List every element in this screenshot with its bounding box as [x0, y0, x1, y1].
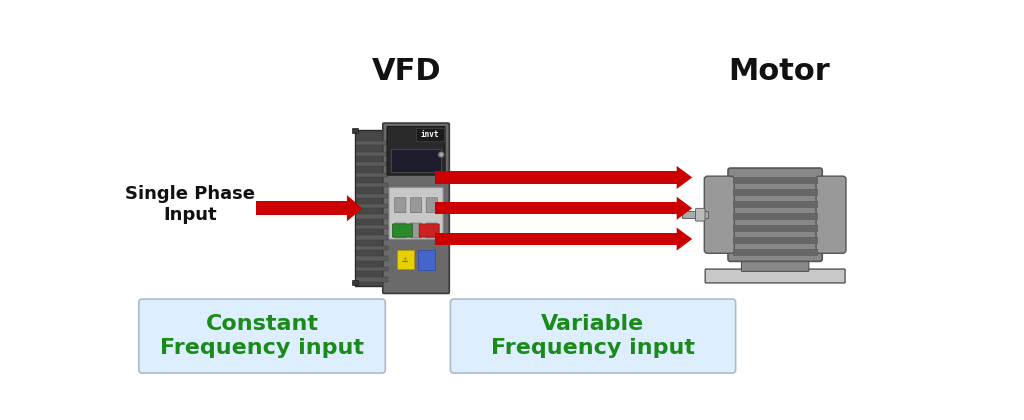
Bar: [352, 280, 358, 286]
Bar: [356, 204, 388, 208]
Polygon shape: [677, 228, 692, 251]
Circle shape: [439, 153, 442, 156]
FancyBboxPatch shape: [139, 299, 385, 373]
Bar: [732, 226, 817, 232]
FancyBboxPatch shape: [411, 198, 422, 213]
FancyBboxPatch shape: [419, 224, 439, 237]
FancyBboxPatch shape: [392, 224, 413, 237]
FancyBboxPatch shape: [396, 250, 414, 269]
FancyBboxPatch shape: [394, 198, 406, 213]
FancyBboxPatch shape: [391, 149, 441, 172]
Text: Single Phase
Input: Single Phase Input: [125, 185, 255, 224]
Bar: [356, 246, 388, 250]
Bar: [435, 171, 677, 184]
Bar: [256, 201, 347, 215]
FancyBboxPatch shape: [394, 223, 406, 238]
Bar: [732, 189, 817, 196]
Text: VFD: VFD: [372, 58, 441, 87]
FancyBboxPatch shape: [451, 299, 735, 373]
FancyBboxPatch shape: [419, 250, 435, 270]
Bar: [356, 215, 388, 219]
Bar: [732, 201, 817, 208]
FancyBboxPatch shape: [706, 269, 845, 283]
FancyBboxPatch shape: [387, 126, 445, 175]
Bar: [356, 194, 388, 198]
Bar: [732, 237, 817, 244]
Circle shape: [438, 152, 444, 158]
Bar: [356, 225, 388, 229]
FancyBboxPatch shape: [383, 123, 450, 294]
FancyBboxPatch shape: [741, 257, 809, 271]
Text: ⚠: ⚠: [402, 257, 409, 262]
Bar: [732, 213, 817, 220]
FancyBboxPatch shape: [728, 168, 822, 261]
FancyBboxPatch shape: [816, 176, 846, 253]
Bar: [356, 162, 388, 166]
Bar: [356, 277, 388, 281]
Bar: [356, 267, 388, 271]
FancyBboxPatch shape: [389, 187, 443, 239]
FancyBboxPatch shape: [426, 223, 437, 238]
Bar: [435, 202, 677, 214]
FancyBboxPatch shape: [417, 128, 443, 141]
Text: Motor: Motor: [728, 58, 829, 87]
Text: Variable
Frequency input: Variable Frequency input: [490, 315, 695, 358]
FancyBboxPatch shape: [705, 176, 734, 253]
Text: Constant
Frequency input: Constant Frequency input: [160, 315, 365, 358]
Polygon shape: [677, 197, 692, 220]
FancyBboxPatch shape: [411, 223, 422, 238]
Bar: [682, 211, 709, 218]
Bar: [356, 183, 388, 187]
Polygon shape: [347, 195, 362, 221]
Bar: [356, 173, 388, 177]
FancyBboxPatch shape: [695, 208, 705, 221]
Bar: [356, 141, 388, 145]
Polygon shape: [677, 166, 692, 189]
Bar: [352, 128, 358, 134]
Bar: [732, 177, 817, 184]
Bar: [356, 152, 388, 156]
Bar: [435, 233, 677, 245]
FancyBboxPatch shape: [355, 130, 389, 286]
Text: invt: invt: [421, 130, 439, 139]
Bar: [356, 256, 388, 261]
Bar: [732, 249, 817, 256]
Bar: [356, 236, 388, 240]
FancyBboxPatch shape: [426, 198, 437, 213]
